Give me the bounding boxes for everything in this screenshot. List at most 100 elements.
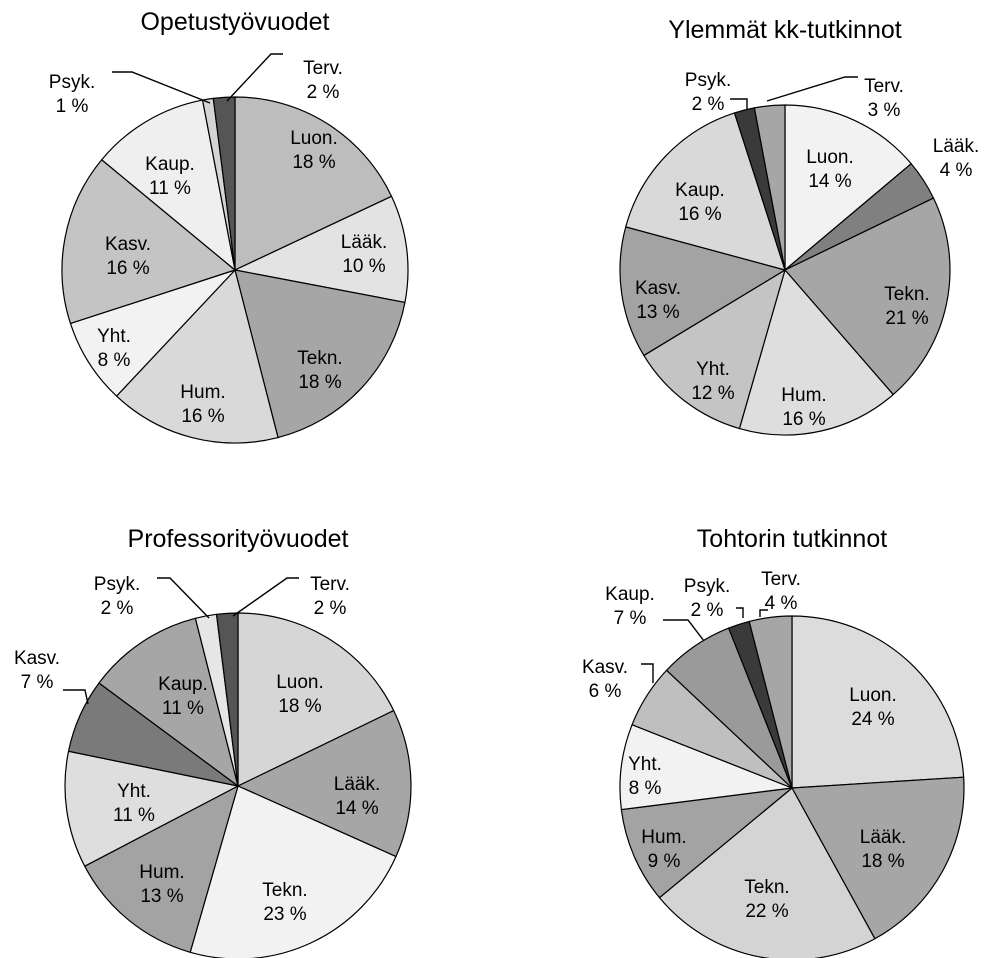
percent-value: 11 % <box>149 178 191 199</box>
category-name: Yht. <box>117 781 151 802</box>
category-name: Kasv. <box>635 278 681 299</box>
slice-label-yht: Yht. 8 % <box>628 754 662 799</box>
category-name: Yht. <box>628 754 662 775</box>
category-name: Hum. <box>641 827 686 848</box>
pie-slice-hum <box>620 787 793 899</box>
percent-value: 16 % <box>181 406 224 427</box>
percent-value: 3 % <box>868 100 901 121</box>
percent-value: 4 % <box>765 593 798 614</box>
slice-label-kasv: Kasv. 7 % <box>14 648 60 693</box>
slice-label-laak: Lääk. 4 % <box>933 136 979 181</box>
slice-label-laak: Lääk. 14 % <box>334 774 380 819</box>
slice-label-hum: Hum. 9 % <box>641 827 686 872</box>
category-name: Luon. <box>806 147 854 168</box>
leader-line-kasv <box>63 689 89 705</box>
leader-line-terv <box>226 53 283 102</box>
leader-line-kasv <box>641 663 654 683</box>
percent-value: 9 % <box>648 851 681 872</box>
category-name: Terv. <box>864 76 904 97</box>
percent-value: 18 % <box>298 372 341 393</box>
percent-value: 13 % <box>636 302 679 323</box>
chart-title: Opetustyövuodet <box>140 8 329 36</box>
category-name: Lääk. <box>933 136 979 157</box>
category-name: Tekn. <box>884 284 929 305</box>
percent-value: 10 % <box>342 256 385 277</box>
percent-value: 18 % <box>278 696 321 717</box>
slice-label-kaup: Kaup. 16 % <box>675 180 725 225</box>
category-name: Kasv. <box>105 234 151 255</box>
percent-value: 11 % <box>113 805 155 826</box>
chart-title: Tohtorin tutkinnot <box>697 525 887 553</box>
percent-value: 18 % <box>292 152 335 173</box>
slice-label-kaup: Kaup. 11 % <box>158 674 208 719</box>
category-name: Lääk. <box>341 232 387 253</box>
slice-label-psyk: Psyk. 2 % <box>684 576 730 621</box>
slice-label-tekn: Tekn. 23 % <box>262 880 307 925</box>
category-name: Terv. <box>303 58 343 79</box>
category-name: Lääk. <box>860 827 906 848</box>
category-name: Luon. <box>276 672 324 693</box>
category-name: Kaup. <box>145 154 195 175</box>
slice-label-luon: Luon. 24 % <box>849 685 897 730</box>
pie-slice-yht <box>643 269 786 430</box>
pie-slice-kaup <box>98 617 239 787</box>
slice-label-laak: Lääk. 10 % <box>341 232 387 277</box>
category-name: Kaup. <box>605 584 655 605</box>
percent-value: 7 % <box>614 608 647 629</box>
percent-value: 16 % <box>678 204 721 225</box>
slice-label-kasv: Kasv. 6 % <box>582 657 628 702</box>
pie-slice-luon <box>237 612 395 787</box>
percent-value: 12 % <box>691 383 734 404</box>
leader-line-terv <box>232 577 299 617</box>
slice-label-terv: Terv. 3 % <box>864 76 904 121</box>
percent-value: 23 % <box>263 904 306 925</box>
slice-label-tekn: Tekn. 18 % <box>297 348 342 393</box>
percent-value: 16 % <box>106 258 149 279</box>
category-name: Kasv. <box>14 648 60 669</box>
slice-label-yht: Yht. 11 % <box>113 781 155 826</box>
slice-label-tekn: Tekn. 22 % <box>744 877 789 922</box>
slice-label-terv: Terv. 4 % <box>761 569 801 614</box>
pie-chart-tohtorin-tutkinnot: Tohtorin tutkinnot Luon. 24 % Lääk. 18 % Tekn… <box>582 525 965 958</box>
percent-value: 21 % <box>885 308 928 329</box>
leader-line-psyk <box>730 98 748 109</box>
slice-label-kasv: Kasv. 13 % <box>635 278 681 323</box>
pie-chart-professorityovuodet: Professorityövuodet Luon. 18 % Lääk. 14 % Tek… <box>14 525 412 958</box>
percent-value: 8 % <box>629 778 662 799</box>
slice-label-luon: Luon. 14 % <box>806 147 854 192</box>
pie-slice-laak <box>234 195 409 304</box>
category-name: Lääk. <box>334 774 380 795</box>
category-name: Psyk. <box>49 72 95 93</box>
slice-label-yht: Yht. 8 % <box>97 326 131 371</box>
pie-slice-laak <box>791 776 965 940</box>
percent-value: 8 % <box>98 350 131 371</box>
leader-line-psyk <box>157 577 210 619</box>
pie-slice-luon <box>784 104 912 271</box>
leader-line-psyk <box>736 607 744 618</box>
slice-label-kaup: Kaup. 7 % <box>605 584 655 629</box>
slice-label-hum: Hum. 16 % <box>781 385 826 430</box>
slice-label-psyk: Psyk. 2 % <box>685 70 731 115</box>
percent-value: 14 % <box>335 798 378 819</box>
percent-value: 7 % <box>21 672 54 693</box>
category-name: Kaup. <box>675 180 725 201</box>
pie-slice-terv <box>748 615 793 789</box>
slice-label-terv: Terv. 2 % <box>303 58 343 103</box>
pie-slice-tekn <box>234 269 406 439</box>
category-name: Luon. <box>290 128 338 149</box>
category-name: Yht. <box>696 359 730 380</box>
pie-slice-laak <box>237 709 412 858</box>
percent-value: 22 % <box>745 901 788 922</box>
chart-title: Professorityövuodet <box>128 525 349 553</box>
pie-slice-kaup <box>101 99 236 271</box>
pie-slice-hum <box>84 785 239 953</box>
pie-chart-opetustyovuodet: Opetustyövuodet Luon. 18 % Lääk. 10 % Tekn. 18… <box>49 8 409 444</box>
percent-value: 2 % <box>307 82 340 103</box>
pie-slice-terv <box>212 96 236 271</box>
percent-value: 2 % <box>692 94 725 115</box>
pie-slice-hum <box>738 269 894 436</box>
category-name: Terv. <box>761 569 801 590</box>
percent-value: 13 % <box>140 886 183 907</box>
percent-value: 16 % <box>782 409 825 430</box>
